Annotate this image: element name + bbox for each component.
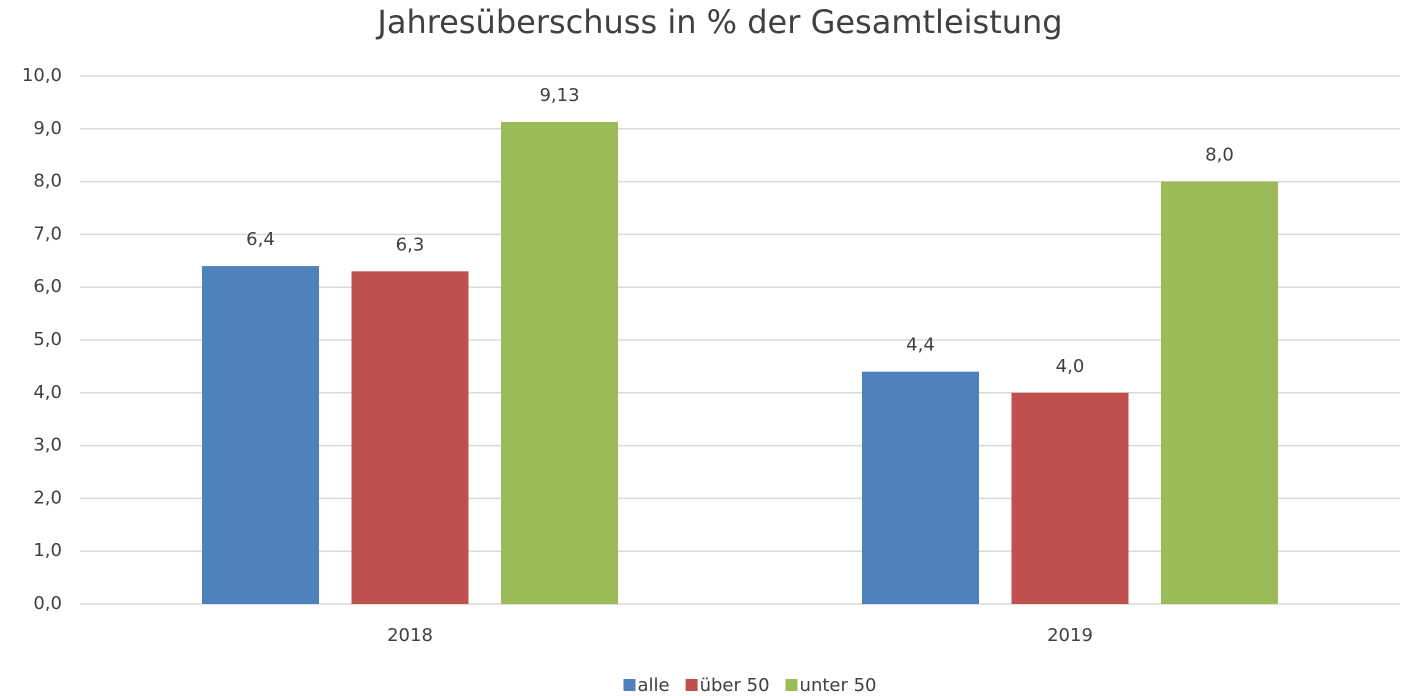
legend-swatch — [785, 679, 798, 691]
y-tick-label: 6,0 — [33, 276, 62, 297]
legend-label: über 50 — [700, 675, 770, 696]
data-label: 6,3 — [396, 234, 425, 255]
data-label: 4,0 — [1056, 356, 1085, 377]
y-tick-label: 0,0 — [33, 593, 62, 614]
bar — [351, 271, 469, 604]
x-tick-label: 2018 — [387, 625, 433, 646]
bar — [1011, 392, 1129, 604]
y-tick-label: 8,0 — [33, 171, 62, 192]
bar — [1161, 181, 1278, 604]
legend-swatch — [685, 679, 698, 691]
chart-title: Jahresüberschuss in % der Gesamtleistung — [375, 3, 1062, 41]
y-tick-label: 7,0 — [33, 223, 62, 244]
y-tick-label: 3,0 — [33, 435, 62, 456]
legend-swatch — [623, 679, 636, 691]
y-tick-label: 2,0 — [33, 487, 62, 508]
bar — [862, 371, 979, 604]
legend-label: alle — [637, 675, 669, 696]
bar — [501, 121, 618, 604]
y-tick-label: 4,0 — [33, 382, 62, 403]
y-tick-label: 5,0 — [33, 329, 62, 350]
y-tick-label: 10,0 — [22, 65, 62, 86]
data-label: 4,4 — [906, 335, 935, 356]
data-label: 9,13 — [539, 85, 579, 106]
legend-label: unter 50 — [800, 675, 877, 696]
data-label: 6,4 — [246, 229, 275, 250]
data-label: 8,0 — [1205, 145, 1234, 166]
y-tick-label: 1,0 — [33, 540, 62, 561]
x-tick-label: 2019 — [1047, 625, 1093, 646]
y-tick-label: 9,0 — [33, 118, 62, 139]
bar — [202, 266, 319, 604]
